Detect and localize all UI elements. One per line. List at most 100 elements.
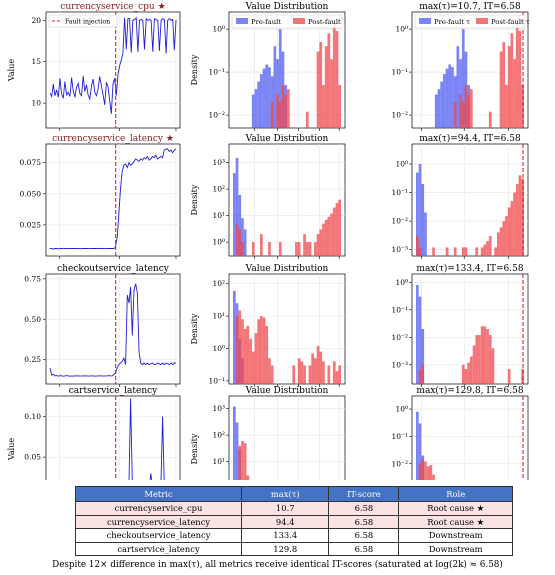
pre-fault-bar [418, 163, 422, 256]
y-tick-label: 10⁰ [212, 238, 225, 247]
pre-fault-bar [445, 68, 449, 128]
cell-max-tau: 10.7 [241, 501, 330, 516]
post-fault-bar [265, 325, 269, 384]
post-fault-bar [507, 369, 511, 384]
post-fault-bar [464, 247, 468, 256]
pre-fault-bar [268, 67, 271, 128]
post-fault-bar [246, 325, 250, 384]
plot-frame [45, 143, 181, 257]
y-tick-label: 10² [212, 279, 225, 288]
post-fault-bar [327, 365, 331, 384]
pre-fault-bar [235, 422, 239, 480]
post-fault-bar [308, 365, 312, 384]
post-fault-bar [470, 89, 473, 128]
post-fault-bar [330, 59, 333, 129]
post-fault-bar [515, 183, 519, 256]
pre-fault-bar [257, 81, 260, 128]
post-fault-bar [464, 369, 468, 384]
post-fault-bar [515, 20, 519, 128]
post-fault-bar [502, 42, 506, 128]
post-fault-bar [278, 102, 282, 128]
table-row: currencyservice_latency 94.4 6.58 Root c… [74, 514, 513, 529]
y-tick-label: 10⁻³ [391, 360, 408, 369]
panel-title: max(τ)=94.4, IT=6.58 [419, 133, 521, 144]
legend-pre-swatch [419, 18, 431, 24]
pre-fault-bar [421, 329, 425, 384]
y-tick-label: 10⁻¹ [391, 68, 408, 77]
y-tick-label: 10⁻² [391, 111, 408, 120]
post-fault-bar [316, 234, 320, 256]
post-fault-bar [432, 474, 435, 480]
y-tick-label: 10⁻² [391, 217, 408, 226]
post-fault-bar [480, 326, 484, 384]
post-fault-bar [507, 46, 511, 128]
post-fault-bar [257, 319, 260, 384]
pre-fault-bar [260, 74, 263, 128]
post-fault-bar [270, 102, 274, 128]
panel-title: Value Distribution [245, 264, 329, 274]
post-fault-bar [445, 247, 449, 256]
post-fault-bar [322, 361, 325, 384]
pre-fault-bar [443, 74, 446, 128]
panel-title: currencyservice_cpu ★ [60, 2, 165, 12]
y-tick-label: 10⁰ [395, 278, 408, 287]
post-fault-bar [260, 234, 263, 256]
pre-fault-bar [254, 89, 258, 128]
plot-frame [228, 395, 346, 480]
post-fault-bar [254, 333, 258, 384]
pre-fault-bar [265, 64, 269, 128]
post-fault-bar [497, 232, 500, 256]
y-tick-label: 10¹ [212, 457, 225, 466]
post-fault-bar [505, 216, 508, 256]
legend-label: Pre-fault [251, 18, 281, 26]
cell-it-score: 6.58 [328, 541, 400, 556]
panel-title: Value Distribution [245, 386, 329, 396]
pre-fault-bar [241, 218, 244, 256]
post-fault-bar [475, 247, 479, 256]
pre-fault-bar [448, 64, 452, 128]
pre-fault-bar [418, 296, 422, 384]
post-fault-bar [305, 242, 309, 256]
post-fault-bar [332, 361, 336, 384]
pre-fault-bar [416, 284, 419, 384]
post-fault-bar [472, 345, 476, 384]
y-tick-label: 0.25 [24, 355, 41, 364]
post-fault-bar [513, 192, 516, 256]
post-fault-bar [324, 219, 328, 256]
pre-fault-bar [243, 229, 247, 256]
post-fault-bar [488, 111, 492, 128]
post-fault-bar [281, 85, 285, 128]
y-tick-label: 10 [31, 99, 41, 108]
y-tick-label: 20 [31, 16, 41, 25]
y-tick-label: 10⁻³ [391, 245, 408, 254]
y-axis-label: Density [190, 54, 199, 85]
post-fault-bar [332, 207, 336, 256]
post-fault-bar [421, 364, 425, 384]
pre-fault-bar [459, 59, 462, 129]
y-tick-label: 10⁰ [395, 25, 408, 34]
y-tick-label: 15 [31, 57, 41, 66]
post-fault-bar [518, 175, 522, 256]
post-fault-bar [483, 326, 487, 384]
post-fault-bar [238, 229, 242, 256]
pre-fault-bar [437, 89, 441, 128]
y-tick-label: 0.025 [20, 220, 42, 229]
pre-fault-bar [233, 173, 236, 256]
post-fault-bar [426, 466, 430, 480]
post-fault-bar [521, 85, 524, 128]
y-tick-label: 10⁻² [391, 459, 408, 468]
header-metric: Metric [74, 486, 243, 502]
y-tick-label: 10⁻¹ [208, 68, 225, 77]
series-line [50, 148, 177, 250]
post-fault-bar [499, 51, 503, 128]
y-tick-label: 10³ [212, 404, 225, 413]
post-fault-bar [284, 94, 287, 128]
y-tick-label: 10⁰ [212, 344, 225, 353]
cell-max-tau: 133.4 [241, 528, 330, 543]
post-fault-bar [483, 244, 487, 256]
post-fault-bar [322, 223, 325, 256]
post-fault-bar [276, 94, 279, 128]
post-fault-bar [510, 33, 514, 128]
post-fault-bar [243, 329, 247, 384]
post-fault-bar [453, 247, 457, 256]
